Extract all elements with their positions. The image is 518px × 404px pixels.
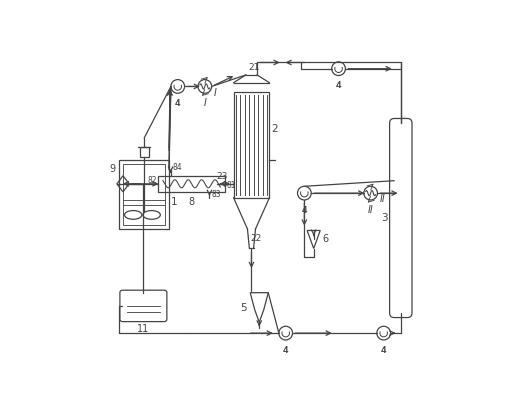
Text: 4: 4 [381, 345, 386, 355]
Text: I: I [214, 88, 217, 98]
Bar [234, 92, 269, 198]
Text: 8: 8 [189, 197, 195, 206]
Text: 3: 3 [381, 213, 388, 223]
Text: 4: 4 [301, 206, 307, 215]
Text: 4: 4 [175, 99, 181, 108]
Text: 11: 11 [137, 324, 150, 334]
Text: 81: 81 [226, 181, 236, 190]
Text: 4: 4 [336, 81, 341, 90]
Text: 5: 5 [240, 303, 247, 313]
Bar [158, 176, 225, 192]
Text: 83: 83 [211, 191, 221, 200]
Text: 1: 1 [170, 196, 177, 206]
Bar [119, 160, 169, 229]
Text: I: I [204, 98, 206, 108]
Text: 4: 4 [283, 345, 289, 355]
Text: 6: 6 [323, 234, 329, 244]
Text: 23: 23 [217, 173, 228, 181]
Text: II: II [368, 205, 373, 215]
Text: 2: 2 [271, 124, 278, 135]
Bar [140, 147, 149, 157]
Text: II: II [380, 194, 386, 204]
Text: 21: 21 [248, 63, 260, 72]
Text: 4: 4 [301, 206, 307, 215]
Bar [123, 164, 165, 225]
Text: 84: 84 [172, 164, 182, 173]
Text: 4: 4 [336, 81, 341, 90]
Text: 4: 4 [381, 345, 386, 355]
Text: 4: 4 [175, 99, 181, 108]
Text: 4: 4 [283, 345, 289, 355]
Text: 9: 9 [109, 164, 116, 174]
Text: 82: 82 [147, 176, 156, 185]
Text: 22: 22 [250, 234, 261, 242]
